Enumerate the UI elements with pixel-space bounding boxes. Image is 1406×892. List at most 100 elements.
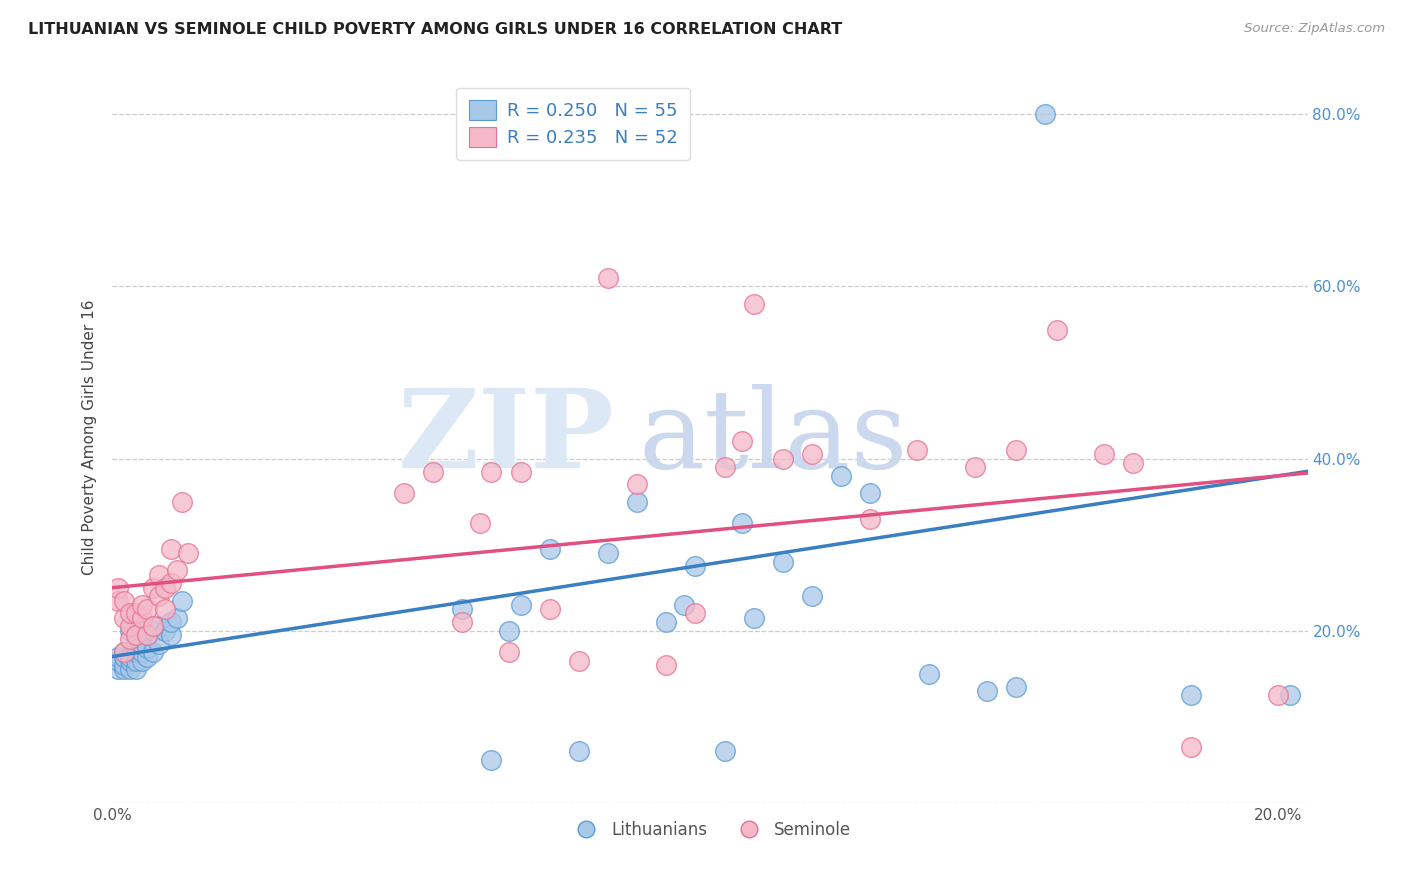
Point (772, 451, 794, 466)
Point (107, 649, 129, 664)
Point (596, 546, 619, 560)
Text: ZIP: ZIP (398, 384, 614, 491)
Legend: Lithuanians, Seminole: Lithuanians, Seminole (562, 814, 858, 846)
Point (172, 494, 194, 508)
Point (859, 512, 882, 526)
Point (118, 607, 141, 621)
Point (118, 649, 141, 664)
Point (859, 486, 882, 500)
Point (742, 296, 765, 310)
Point (118, 632, 141, 647)
Point (1033, 107, 1056, 121)
Point (1122, 456, 1144, 470)
Point (498, 624, 520, 638)
Point (118, 654, 141, 668)
Point (148, 589, 170, 603)
Point (125, 662, 148, 676)
Text: LITHUANIAN VS SEMINOLE CHILD POVERTY AMONG GIRLS UNDER 16 CORRELATION CHART: LITHUANIAN VS SEMINOLE CHILD POVERTY AMO… (28, 22, 842, 37)
Point (172, 593, 194, 607)
Point (451, 615, 474, 629)
Point (142, 619, 165, 633)
Point (509, 598, 531, 612)
Point (159, 541, 181, 556)
Point (136, 628, 159, 642)
Point (118, 619, 141, 633)
Point (1092, 447, 1115, 461)
Text: atlas: atlas (638, 384, 908, 491)
Point (1005, 442, 1028, 457)
Point (596, 271, 619, 285)
Point (125, 654, 148, 668)
Point (142, 645, 165, 659)
Point (481, 753, 503, 767)
Point (131, 598, 153, 612)
Point (112, 593, 135, 607)
Point (731, 434, 754, 449)
Point (568, 744, 591, 758)
Point (107, 593, 129, 607)
Y-axis label: Child Poverty Among Girls Under 16: Child Poverty Among Girls Under 16 (82, 300, 97, 574)
Point (498, 645, 520, 659)
Point (509, 465, 531, 479)
Point (148, 619, 170, 633)
Point (166, 564, 188, 578)
Point (626, 494, 648, 508)
Point (655, 615, 678, 629)
Point (905, 442, 928, 457)
Point (107, 654, 129, 668)
Point (1180, 688, 1202, 702)
Point (568, 654, 591, 668)
Point (112, 662, 135, 676)
Point (1005, 680, 1028, 694)
Point (136, 640, 159, 655)
Point (153, 624, 176, 638)
Point (801, 589, 824, 603)
Point (392, 486, 415, 500)
Point (166, 611, 188, 625)
Point (1267, 688, 1289, 702)
Point (136, 628, 159, 642)
Point (626, 477, 648, 491)
Point (422, 465, 444, 479)
Point (731, 516, 754, 530)
Point (538, 602, 561, 616)
Point (468, 516, 491, 530)
Point (118, 624, 141, 638)
Point (159, 628, 181, 642)
Point (131, 654, 153, 668)
Point (112, 649, 135, 664)
Point (131, 645, 153, 659)
Point (131, 637, 153, 651)
Point (177, 546, 200, 560)
Point (655, 658, 678, 673)
Point (159, 615, 181, 629)
Point (801, 447, 824, 461)
Point (159, 576, 181, 591)
Point (451, 602, 474, 616)
Point (107, 662, 129, 676)
Point (830, 468, 852, 483)
Point (1046, 322, 1069, 336)
Point (107, 581, 129, 595)
Point (142, 581, 165, 595)
Point (136, 602, 159, 616)
Point (742, 611, 765, 625)
Point (1279, 688, 1302, 702)
Point (131, 624, 153, 638)
Point (713, 460, 735, 475)
Point (142, 624, 165, 638)
Point (965, 460, 987, 475)
Point (481, 465, 503, 479)
Point (125, 645, 148, 659)
Point (772, 555, 794, 569)
Point (112, 611, 135, 625)
Point (112, 645, 135, 659)
Point (118, 662, 141, 676)
Point (131, 611, 153, 625)
Point (685, 607, 707, 621)
Point (125, 628, 148, 642)
Point (125, 607, 148, 621)
Point (112, 645, 135, 659)
Point (125, 637, 148, 651)
Point (153, 581, 176, 595)
